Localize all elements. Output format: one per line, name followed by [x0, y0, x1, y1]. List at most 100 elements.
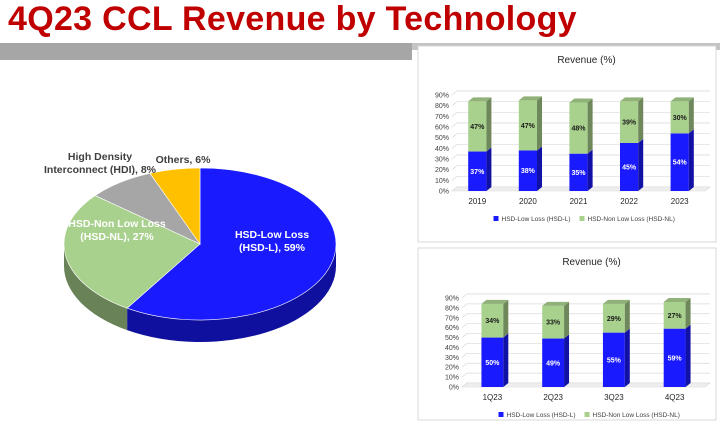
- gridline-diagonal: [461, 313, 468, 319]
- bar-segment: [619, 143, 639, 191]
- y-tick-label: 40%: [445, 345, 459, 352]
- bar-segment-side: [638, 139, 644, 191]
- y-tick-label: 70%: [445, 315, 459, 322]
- gridline-diagonal: [461, 333, 468, 338]
- bar-segment: [619, 101, 639, 143]
- legend-label: HSD-Low Loss (HSD-L): [502, 216, 571, 223]
- bar-segment-top: [602, 299, 630, 304]
- legend-swatch: [498, 412, 504, 417]
- bar-segment: [542, 338, 565, 387]
- title-underline-bar: [0, 43, 412, 60]
- x-tick-label: 2Q23: [543, 393, 563, 402]
- y-tick-label: 0%: [449, 385, 459, 392]
- gridline-diagonal: [461, 293, 468, 299]
- chart-title: Revenue (%): [557, 55, 615, 66]
- bar-data-label: 48%: [571, 126, 586, 133]
- bar-segment: [542, 305, 565, 339]
- x-tick-label: 2021: [570, 197, 588, 206]
- bar-segment-top: [670, 97, 694, 102]
- bar-segment: [468, 151, 487, 191]
- y-tick-label: 10%: [445, 375, 459, 382]
- bar-segment-side: [503, 299, 509, 338]
- x-tick-label: 4Q23: [665, 393, 685, 402]
- y-tick-label: 30%: [445, 355, 459, 362]
- bar-segment: [481, 303, 504, 338]
- bar-segment-side: [537, 146, 543, 191]
- gridline-diagonal: [451, 101, 458, 106]
- pie-slice-label: Others, 6%: [156, 154, 212, 166]
- x-tick-label: 2022: [620, 197, 638, 206]
- bar-data-label: 50%: [485, 360, 500, 367]
- bar-segment-side: [688, 129, 694, 191]
- y-tick-label: 50%: [445, 335, 459, 342]
- bar-data-label: 59%: [668, 355, 683, 362]
- pie-slice-label: HSD-Low Loss (HSD-L), 59%: [235, 229, 309, 254]
- x-tick-label: 2023: [671, 197, 689, 206]
- bar-segment-side: [503, 333, 509, 387]
- bar-segment: [670, 133, 689, 191]
- bar-segment-side: [688, 97, 694, 134]
- bar-data-label: 45%: [622, 165, 637, 172]
- gridline-diagonal: [451, 90, 458, 96]
- bar-data-label: 34%: [485, 318, 500, 325]
- bar-segment: [663, 301, 686, 329]
- bar-data-label: 27%: [668, 313, 683, 320]
- legend-swatch: [579, 216, 585, 221]
- bar-segment-side: [486, 97, 492, 152]
- y-tick-label: 60%: [445, 325, 459, 332]
- x-tick-label: 2020: [519, 197, 537, 206]
- bar-data-label: 35%: [571, 170, 586, 177]
- bar-segment: [602, 303, 625, 333]
- gridline-diagonal: [451, 122, 458, 128]
- pie-slice: [126, 167, 337, 321]
- gridline-diagonal: [461, 362, 468, 368]
- y-tick-label: 80%: [435, 103, 449, 110]
- bar-segment-side: [537, 96, 543, 151]
- bar-segment: [468, 101, 487, 152]
- x-tick-label: 1Q23: [483, 393, 503, 402]
- gridline-diagonal: [451, 154, 458, 160]
- legend-swatch: [584, 412, 590, 417]
- bar-segment-top: [518, 96, 543, 101]
- y-tick-label: 60%: [435, 125, 449, 132]
- legend-swatch: [493, 216, 499, 221]
- bar-segment-side: [587, 149, 593, 191]
- bar-segment-side: [685, 324, 691, 387]
- bar-segment-top: [542, 301, 570, 306]
- gridline-diagonal: [451, 144, 458, 149]
- bar-data-label: 47%: [470, 124, 485, 131]
- gridline-diagonal: [451, 165, 458, 170]
- x-tick-label: 3Q23: [604, 393, 624, 402]
- legend-label: HSD-Low Loss (HSD-L): [507, 412, 576, 419]
- gridline-diagonal: [461, 372, 468, 378]
- gridline-diagonal: [461, 303, 468, 309]
- bar-data-label: 33%: [546, 320, 561, 327]
- page-title: 4Q23 CCL Revenue by Technology: [8, 0, 577, 38]
- bar-data-label: 54%: [673, 160, 688, 167]
- bar-segment-side: [624, 328, 630, 387]
- y-tick-label: 30%: [435, 157, 449, 164]
- y-tick-label: 50%: [435, 135, 449, 142]
- y-tick-label: 40%: [435, 146, 449, 153]
- gridline-diagonal: [451, 112, 458, 117]
- pie-slice-side: [63, 244, 128, 331]
- pie-slice: [63, 195, 201, 309]
- gridline-diagonal: [451, 176, 458, 181]
- bar-segment-top: [569, 98, 593, 103]
- bar-segment-side: [624, 299, 630, 333]
- bar-segment: [602, 332, 625, 387]
- bar-segment-side: [486, 147, 492, 191]
- bar-segment: [518, 150, 538, 191]
- y-tick-label: 20%: [445, 365, 459, 372]
- gridline-diagonal: [451, 133, 458, 138]
- gridline-diagonal: [461, 323, 468, 328]
- bar-data-label: 29%: [607, 316, 622, 323]
- bar-segment-side: [685, 297, 691, 329]
- bar-segment: [569, 153, 588, 191]
- bar-segment-side: [587, 98, 593, 154]
- pie-slice: [149, 167, 201, 245]
- y-tick-label: 90%: [445, 296, 459, 303]
- bar-segment: [481, 337, 504, 387]
- bar-segment: [569, 102, 588, 154]
